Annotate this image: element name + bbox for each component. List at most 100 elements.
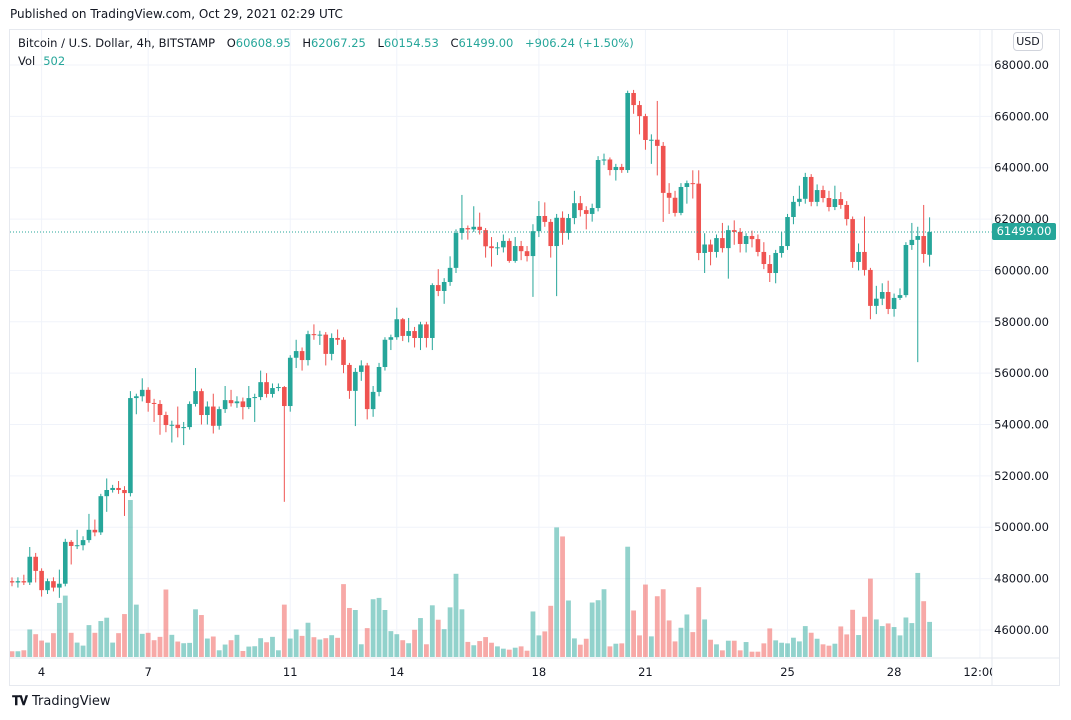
candle-body (702, 244, 707, 253)
candle-body (145, 389, 151, 403)
volume-bar (228, 640, 234, 657)
candle-body (684, 183, 690, 187)
time-tick-label: 11 (283, 665, 298, 679)
volume-bar (518, 646, 524, 657)
candle-body (382, 339, 388, 367)
candle-body (252, 397, 258, 399)
volume-bar (80, 645, 86, 657)
candle-body (542, 215, 548, 222)
currency-button[interactable]: USD (1013, 32, 1043, 51)
volume-bar (128, 500, 133, 657)
volume-bar (524, 650, 530, 657)
candle-body (731, 230, 737, 232)
candle-body (779, 246, 784, 253)
candle-body (358, 365, 364, 372)
volume-bar (648, 636, 654, 657)
volume-bar (311, 637, 317, 657)
candle-body (891, 297, 897, 309)
volume-bar (145, 632, 151, 657)
candle-body (128, 398, 133, 494)
candle-body (708, 244, 713, 252)
volume-bar (785, 643, 790, 657)
candle-body (862, 251, 867, 270)
volume-bar (743, 642, 749, 657)
candle-body (181, 427, 186, 429)
volume-bar (234, 634, 240, 657)
volume-bar (868, 578, 873, 657)
volume-bar (163, 589, 169, 657)
legend-volume-value: 502 (43, 54, 66, 68)
price-tick-label: 56000.00 (994, 366, 1049, 380)
tradingview-brand[interactable]: 𝐓𝐕 TradingView (12, 694, 111, 709)
volume-bar (921, 601, 927, 657)
volume-bar (572, 638, 577, 657)
time-axis[interactable]: 4 7 11 14 18 21 25 28 12:00 (38, 665, 997, 679)
candle-body (335, 337, 340, 340)
volume-bar (139, 633, 145, 657)
volume-bar (98, 621, 104, 657)
candle-body (210, 406, 216, 426)
candle-body (726, 230, 731, 249)
volume-bar (708, 639, 713, 657)
candle-body (74, 545, 80, 547)
volume-bar (477, 641, 483, 657)
candle-body (832, 199, 838, 208)
tradingview-logo-icon: 𝐓𝐕 (12, 694, 28, 709)
volume-bar (761, 643, 767, 657)
volume-bar (672, 641, 678, 657)
volume-bar (666, 620, 672, 657)
candle-body (353, 371, 358, 391)
candle-body (317, 334, 323, 336)
volume-bar (796, 641, 802, 657)
volume-bar (441, 629, 447, 657)
candle-body (767, 264, 773, 274)
price-tick-label: 46000.00 (994, 623, 1049, 637)
legend-symbol[interactable]: Bitcoin / U.S. Dollar, 4h, BITSTAMP (18, 36, 216, 50)
candle-body (483, 230, 488, 247)
volume-bar (246, 646, 252, 657)
candle-body (246, 398, 252, 408)
legend-change: +906.24 (+1.50%) (525, 36, 634, 50)
volume-bar (394, 634, 400, 657)
legend-ohlc-row: Bitcoin / U.S. Dollar, 4h, BITSTAMP O606… (18, 34, 634, 52)
volume-bar (601, 589, 607, 657)
candle-body (737, 231, 743, 244)
volume-bar (193, 609, 198, 657)
volume-bar (382, 610, 388, 657)
price-tick-label: 58000.00 (994, 315, 1049, 329)
legend-high-label: H (302, 36, 311, 50)
volume-bar (915, 572, 921, 657)
legend-high-value: 62067.25 (310, 36, 366, 50)
volume-bar (500, 648, 506, 657)
volume-bar (471, 645, 477, 657)
candle-body (157, 403, 163, 416)
volume-bar (554, 527, 560, 657)
candle-body (696, 183, 702, 253)
legend-volume-label[interactable]: Vol (18, 54, 36, 68)
time-tick-label: 18 (532, 665, 547, 679)
candle-body (613, 166, 619, 171)
volume-bar (169, 634, 175, 657)
candle-body (287, 357, 293, 407)
candle-body (21, 581, 27, 583)
candle-body (364, 365, 370, 410)
legend-open-value: 60608.95 (235, 36, 291, 50)
chart-legend: Bitcoin / U.S. Dollar, 4h, BITSTAMP O606… (18, 34, 634, 70)
candle-body (773, 252, 778, 274)
candle-body (909, 239, 915, 246)
volume-bar (643, 584, 648, 657)
candle-body (193, 391, 198, 404)
candle-body (234, 401, 240, 404)
volume-bar (838, 626, 844, 657)
price-axis[interactable]: 46000.00 48000.00 50000.00 52000.00 54000.00… (994, 58, 1049, 637)
candle-body (791, 201, 796, 218)
time-tick-label: 25 (780, 665, 795, 679)
candle-body (122, 490, 127, 494)
candle-body (341, 339, 346, 365)
volume-bar (548, 605, 554, 657)
candle-body (903, 245, 909, 296)
candle-body (501, 240, 506, 248)
candle-body (915, 236, 921, 240)
volume-bar (33, 634, 39, 657)
